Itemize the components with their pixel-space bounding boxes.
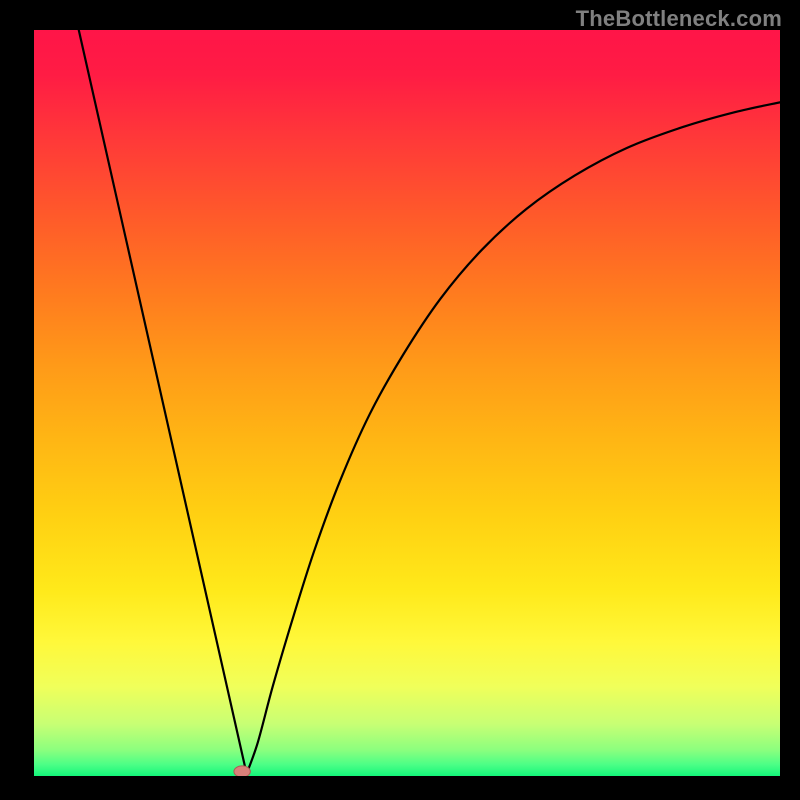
chart-frame: TheBottleneck.com bbox=[0, 0, 800, 800]
min-marker bbox=[234, 766, 250, 776]
bottleneck-curve-plot bbox=[34, 30, 780, 776]
plot-background bbox=[34, 30, 780, 776]
watermark-text: TheBottleneck.com bbox=[576, 6, 782, 32]
